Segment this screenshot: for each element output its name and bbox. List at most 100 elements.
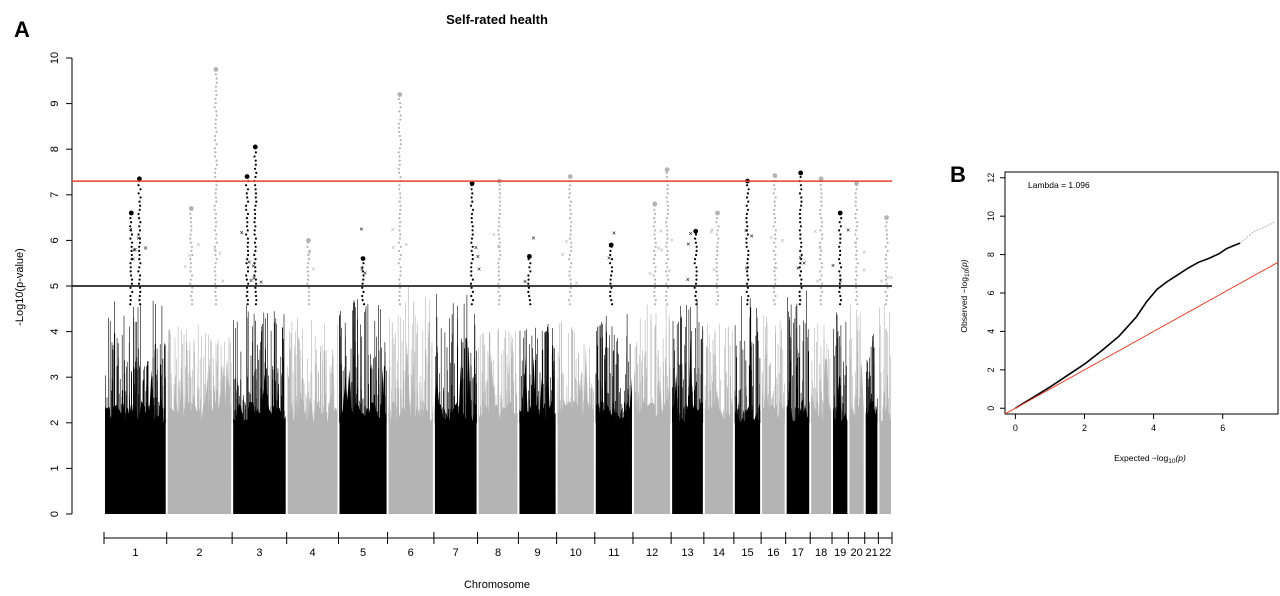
snp-point	[694, 282, 698, 285]
snp-point	[498, 299, 501, 302]
snp-point	[819, 278, 822, 281]
qq-y-tick-label: 8	[986, 252, 996, 257]
chromosome-label: 13	[681, 547, 693, 559]
snp-point	[715, 233, 719, 236]
snp-point	[213, 245, 216, 248]
snp-point	[838, 286, 842, 289]
snp-point	[568, 303, 572, 306]
snp-point	[774, 196, 777, 199]
snp-point	[254, 303, 257, 306]
snp-point	[130, 253, 133, 257]
snp-point	[246, 290, 249, 293]
chromosome-bulk	[734, 405, 761, 514]
snp-point	[189, 294, 192, 298]
snp-point	[215, 200, 218, 203]
snp-point	[746, 208, 750, 211]
snp-point	[884, 303, 888, 306]
snp-cross-marker: ×	[607, 256, 611, 263]
snp-point	[254, 159, 257, 162]
snp-point	[362, 278, 365, 281]
snp-point	[569, 208, 572, 211]
snp-point	[138, 249, 141, 252]
snp-cross-marker: ×	[251, 264, 255, 271]
snp-point	[746, 274, 749, 277]
qq-x-tick-label: 6	[1220, 423, 1225, 433]
snp-point	[800, 278, 803, 281]
snp-point	[653, 208, 656, 211]
panel-b-letter: B	[950, 162, 966, 187]
snp-point	[798, 192, 802, 195]
snp-point	[215, 114, 218, 117]
snp-point	[254, 184, 257, 187]
snp-point	[773, 258, 776, 261]
snp-point	[398, 290, 401, 293]
snp-point	[568, 217, 572, 220]
snp-point	[470, 294, 473, 298]
snp-point	[254, 167, 257, 170]
snp-point	[399, 274, 402, 277]
snp-point	[307, 290, 310, 293]
snp-point	[838, 290, 841, 293]
snp-point	[568, 299, 571, 302]
snp-point	[399, 233, 402, 236]
snp-point	[247, 200, 250, 203]
snp-point	[839, 233, 842, 236]
snp-point	[609, 290, 612, 293]
snp-point	[855, 249, 858, 252]
snp-point	[839, 253, 842, 257]
qq-y-tick-label: 0	[986, 406, 996, 411]
snp-point	[214, 249, 217, 252]
snp-point	[885, 237, 889, 240]
snp-point	[717, 294, 720, 298]
snp-point	[498, 258, 501, 261]
snp-point	[715, 258, 718, 261]
snp-point	[885, 262, 888, 265]
peak-snp-point	[360, 256, 366, 261]
snp-point	[361, 294, 364, 298]
snp-point	[747, 188, 750, 191]
snp-point	[139, 274, 142, 277]
snp-point	[854, 241, 857, 244]
snp-point	[854, 192, 857, 195]
snp-point	[253, 262, 256, 265]
snp-point	[856, 221, 859, 224]
snp-cross-marker: ×	[476, 254, 480, 261]
snp-point	[666, 274, 669, 277]
manhattan-y-axis-label: -Log10(p-value)	[14, 248, 26, 326]
peak-snp-point	[252, 144, 258, 150]
snp-point	[215, 159, 218, 162]
snp-point	[498, 212, 502, 216]
snp-point	[839, 225, 843, 228]
qq-x-tick-label: 2	[1082, 423, 1087, 433]
snp-point	[470, 262, 473, 265]
snp-point	[818, 258, 822, 261]
snp-point	[246, 212, 250, 216]
snp-point	[665, 241, 668, 244]
snp-point	[214, 262, 217, 265]
chromosome-bulk	[434, 345, 477, 514]
snp-point	[306, 270, 309, 273]
snp-point	[527, 290, 530, 293]
snp-point	[570, 249, 573, 252]
snp-point	[497, 229, 500, 232]
snp-point	[838, 282, 841, 285]
snp-point	[397, 241, 401, 244]
snp-cross-marker: ×	[404, 242, 408, 249]
snp-point	[246, 249, 250, 252]
snp-point	[695, 266, 698, 269]
peak-snp-point	[818, 176, 824, 182]
snp-point	[254, 294, 258, 298]
snp-point	[130, 233, 134, 236]
snp-point	[838, 258, 841, 261]
snp-point	[137, 270, 140, 273]
snp-point	[398, 249, 401, 252]
snp-point	[715, 270, 718, 273]
snp-point	[189, 237, 192, 240]
snp-point	[245, 286, 249, 289]
snp-cross-marker: ×	[240, 230, 244, 237]
snp-point	[839, 237, 842, 240]
snp-point	[774, 282, 777, 285]
snp-point	[665, 225, 668, 228]
snp-point	[821, 290, 824, 293]
chromosome-bulk	[339, 367, 387, 514]
